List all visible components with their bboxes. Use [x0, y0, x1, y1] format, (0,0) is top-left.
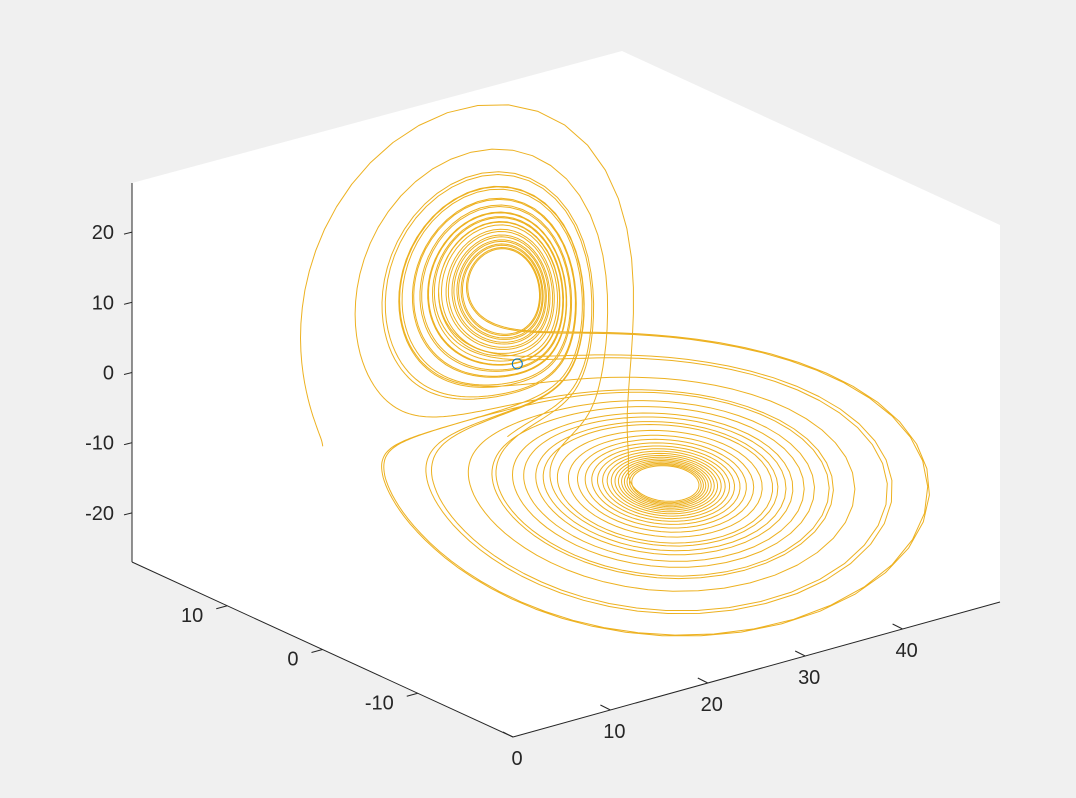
z-tick-label: 10 [92, 292, 114, 314]
lorenz-trajectory-line [300, 104, 930, 637]
x-tick-mark [697, 677, 709, 684]
y-tick-label: 0 [287, 649, 298, 671]
z-tick-label: 20 [92, 222, 114, 244]
axes-pane [132, 51, 1000, 737]
x-tick-label: 0 [511, 748, 522, 770]
start-point-marker [511, 358, 523, 370]
x-tick-mark [794, 650, 806, 657]
y-tick-label: -10 [365, 692, 394, 714]
z-tick-mark [123, 301, 133, 305]
x-tick-mark [600, 704, 611, 711]
x-axis-line [512, 601, 1001, 738]
z-tick-label: -10 [85, 433, 114, 455]
z-tick-label: 0 [103, 363, 114, 385]
z-tick-mark [123, 512, 133, 516]
y-tick-label: 10 [181, 605, 203, 627]
y-tick-mark [406, 692, 418, 697]
z-tick-mark [123, 442, 133, 446]
y-tick-mark [216, 605, 228, 610]
x-tick-label: 30 [798, 667, 820, 689]
z-tick-mark [123, 231, 133, 235]
y-tick-mark [311, 649, 323, 653]
x-tick-mark [502, 731, 514, 738]
x-tick-label: 40 [895, 640, 917, 662]
z-tick-mark [123, 372, 133, 375]
x-tick-label: 20 [701, 694, 723, 716]
x-tick-label: 10 [603, 721, 625, 743]
tick-labels: -20 -10 0 10 20 -10 0 10 0 10 20 30 40 [85, 222, 918, 770]
z-tick-label: -20 [85, 503, 114, 525]
x-tick-mark [892, 623, 903, 630]
tick-marks [123, 231, 903, 738]
trajectory-line [300, 104, 930, 637]
